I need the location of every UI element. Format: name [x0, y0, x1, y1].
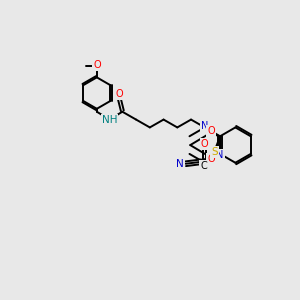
Text: N: N — [176, 159, 184, 169]
Text: NH: NH — [102, 115, 117, 124]
Text: N: N — [216, 150, 224, 160]
Text: N: N — [201, 122, 208, 131]
Text: O: O — [207, 154, 215, 164]
Text: O: O — [207, 126, 215, 136]
Text: O: O — [93, 60, 100, 70]
Text: O: O — [116, 89, 123, 99]
Text: C: C — [200, 161, 207, 171]
Text: O: O — [201, 139, 208, 149]
Text: S: S — [211, 147, 217, 157]
